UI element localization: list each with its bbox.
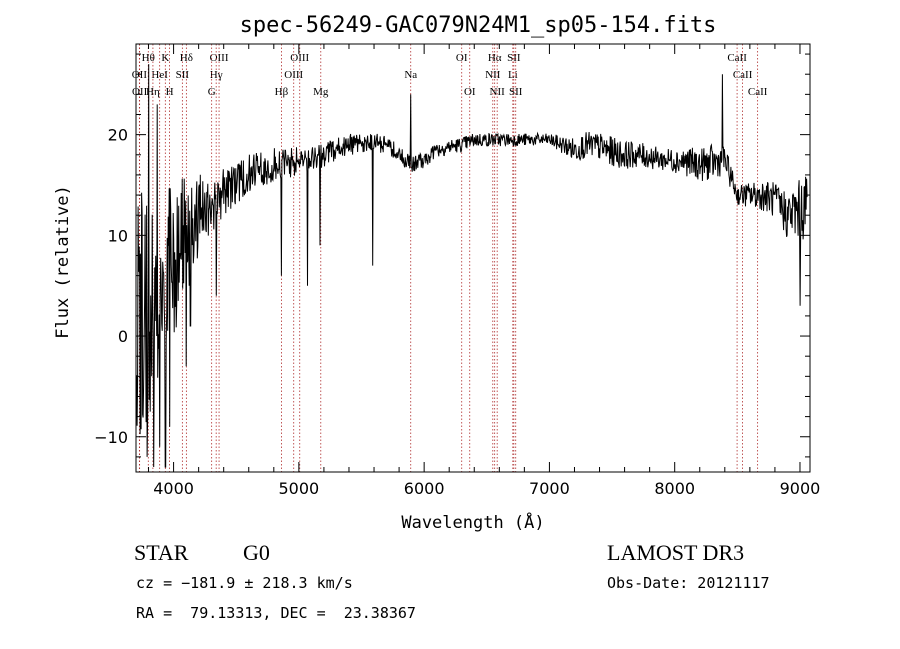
line-marker-label: OI bbox=[456, 52, 468, 64]
line-marker-label: G bbox=[208, 86, 216, 98]
line-marker-label: CaII bbox=[733, 69, 753, 81]
line-marker-label: Na bbox=[404, 69, 417, 81]
line-marker-label: Hη bbox=[146, 86, 160, 98]
y-tick-label: 20 bbox=[108, 126, 128, 145]
coordinates-text: RA = 79.13313, DEC = 23.38367 bbox=[136, 604, 416, 622]
line-marker-label: Hβ bbox=[275, 86, 289, 98]
line-marker-label: CaII bbox=[748, 86, 768, 98]
axis-ticks: 4000 5000 6000 7000 8000 9000 −10 0 10 20 bbox=[94, 44, 820, 498]
line-marker-label: Hδ bbox=[180, 52, 193, 64]
obs-date-text: Obs-Date: 20121117 bbox=[607, 574, 770, 592]
flux-line bbox=[136, 64, 808, 468]
line-marker-label: OI bbox=[464, 86, 476, 98]
line-marker-label: SII bbox=[507, 52, 521, 64]
y-axis-label: Flux (relative) bbox=[53, 185, 73, 339]
line-marker-label: OIII bbox=[284, 69, 303, 81]
plot-frame bbox=[135, 43, 811, 473]
line-marker-label: H bbox=[166, 86, 174, 98]
x-tick-label: 5000 bbox=[279, 479, 320, 498]
object-class: STAR bbox=[134, 540, 189, 565]
y-tick-label: 0 bbox=[118, 327, 128, 346]
line-marker-label: Hα bbox=[488, 52, 502, 64]
line-marker-label: Hγ bbox=[210, 69, 223, 81]
y-tick-label: −10 bbox=[94, 428, 128, 447]
x-tick-label: 4000 bbox=[153, 479, 194, 498]
line-marker-label: Li bbox=[508, 69, 518, 81]
line-marker-label: CaII bbox=[727, 52, 747, 64]
x-tick-label: 8000 bbox=[654, 479, 695, 498]
redshift-text: cz = −181.9 ± 218.3 km/s bbox=[136, 574, 353, 592]
line-marker-label: SII bbox=[176, 69, 190, 81]
x-tick-label: 9000 bbox=[780, 479, 821, 498]
x-axis-label: Wavelength (Å) bbox=[401, 511, 544, 533]
line-marker-label: SII bbox=[509, 86, 523, 98]
spectrum-series bbox=[136, 64, 808, 468]
object-subclass: G0 bbox=[243, 540, 270, 565]
y-tick-label: 10 bbox=[108, 226, 128, 245]
line-marker-label: OIII bbox=[290, 52, 309, 64]
chart-title: spec-56249-GAC079N24M1_sp05-154.fits bbox=[240, 13, 717, 38]
line-marker-label: HeI bbox=[151, 69, 168, 81]
line-marker-label: Mg bbox=[313, 86, 329, 98]
x-tick-label: 7000 bbox=[529, 479, 570, 498]
line-marker-label: OIII bbox=[210, 52, 229, 64]
survey-label: LAMOST DR3 bbox=[607, 540, 745, 565]
line-marker-label: NII bbox=[490, 86, 506, 98]
line-marker-label: Hθ bbox=[142, 52, 155, 64]
line-marker-label: NII bbox=[485, 69, 501, 81]
line-marker-label: K bbox=[161, 52, 169, 64]
x-tick-label: 6000 bbox=[404, 479, 445, 498]
